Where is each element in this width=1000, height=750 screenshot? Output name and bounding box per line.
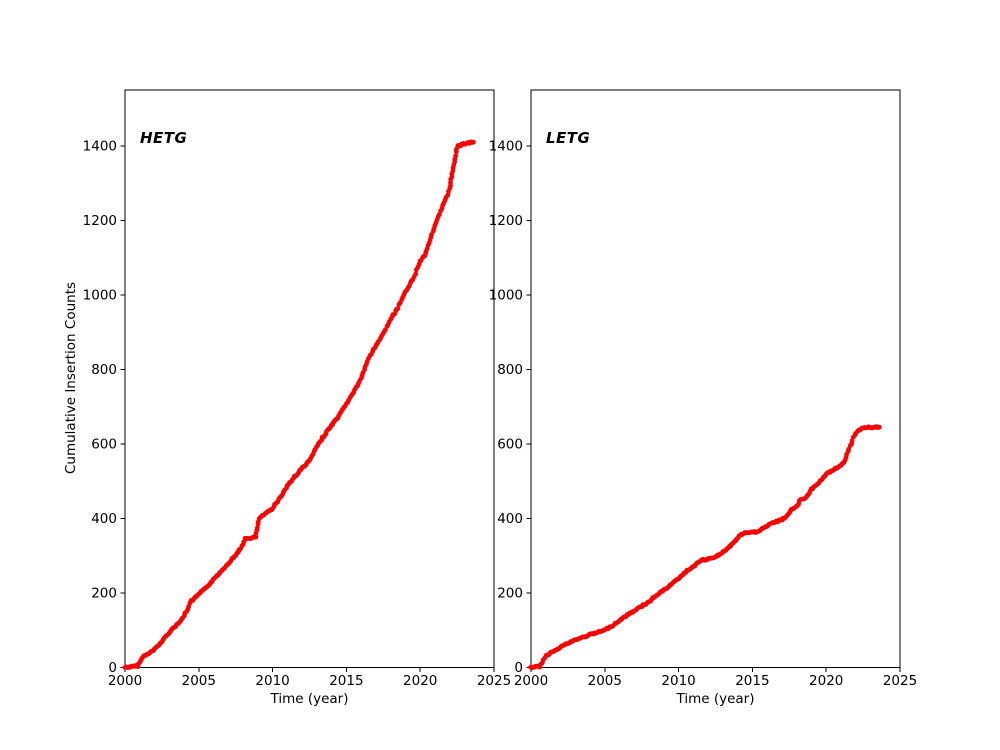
y-axis-label: Cumulative Insertion Counts — [63, 281, 79, 475]
y-tick-label: 600 — [497, 437, 523, 453]
x-tick-label: 2010 — [255, 673, 289, 689]
data-point — [846, 446, 852, 452]
y-tick-label: 1000 — [83, 288, 117, 304]
hetg-axes-box — [124, 89, 495, 668]
x-tick-label: 2020 — [403, 673, 437, 689]
y-tick-label: 600 — [91, 437, 117, 453]
y-tick-label: 1400 — [489, 139, 523, 155]
y-tick-label: 1200 — [489, 213, 523, 229]
x-tick-label: 2025 — [883, 673, 917, 689]
y-tick-label: 400 — [91, 511, 117, 527]
y-tick-label: 800 — [91, 362, 117, 378]
y-tick-label: 0 — [108, 660, 117, 676]
data-point — [255, 525, 260, 531]
letg-x-axis-label: Time (year) — [676, 691, 755, 707]
y-tick-label: 200 — [497, 586, 523, 602]
data-point — [395, 306, 401, 312]
data-point — [429, 232, 434, 238]
y-tick-label: 200 — [91, 586, 117, 602]
y-tick-label: 1400 — [83, 139, 117, 155]
x-tick-label: 2025 — [477, 673, 511, 689]
x-tick-label: 2005 — [182, 673, 216, 689]
x-tick-label: 2020 — [809, 673, 843, 689]
letg-axes-box — [530, 89, 901, 668]
x-tick-label: 2000 — [108, 673, 142, 689]
x-tick-label: 2010 — [661, 673, 695, 689]
data-point — [849, 438, 855, 444]
hetg-x-axis-label: Time (year) — [270, 691, 349, 707]
data-point — [453, 153, 458, 159]
data-point — [413, 271, 419, 277]
data-point — [470, 139, 476, 145]
y-tick-label: 1200 — [83, 213, 117, 229]
data-point — [253, 534, 259, 540]
x-tick-label: 2015 — [329, 673, 363, 689]
hetg-panel-label: HETG — [140, 129, 188, 147]
y-tick-label: 400 — [497, 511, 523, 527]
data-point — [876, 424, 882, 430]
x-tick-label: 2005 — [588, 673, 622, 689]
letg-panel-label: LETG — [546, 129, 591, 147]
data-point — [448, 180, 453, 186]
x-tick-label: 2015 — [735, 673, 769, 689]
y-tick-label: 800 — [497, 362, 523, 378]
y-tick-label: 1000 — [489, 288, 523, 304]
x-tick-label: 2000 — [514, 673, 548, 689]
y-tick-label: 0 — [514, 660, 523, 676]
